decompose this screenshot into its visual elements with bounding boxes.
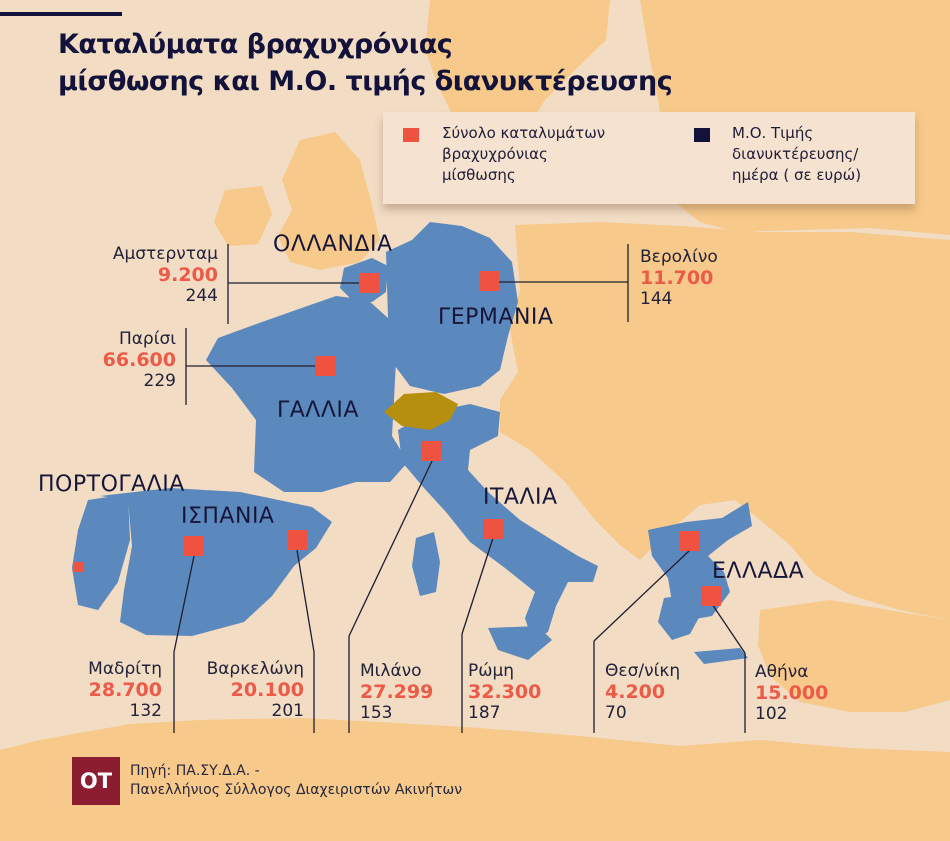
portugal-shape — [72, 494, 130, 610]
label-france: ΓΑΛΛΙΑ — [277, 398, 359, 423]
amsterdam-marker — [359, 273, 379, 293]
thessaloniki-price: 70 — [605, 703, 627, 723]
barcelona-stats: Βαρκελώνη 20.100 201 — [190, 659, 304, 721]
greece-shape — [648, 502, 752, 620]
legend-total-swatch — [403, 128, 419, 142]
rome-stats: Ρώμη 32.300 187 — [468, 661, 568, 723]
peloponnese-shape — [658, 594, 702, 640]
athens-leader — [711, 603, 746, 654]
thessaloniki-stats: Θεσ/νίκη 4.200 70 — [605, 661, 715, 723]
crete-shape — [694, 648, 748, 664]
legend-total-line-2: βραχυχρόνιας — [442, 145, 548, 163]
featured-countries — [72, 222, 752, 664]
title-accent-bar — [0, 12, 122, 16]
uk — [278, 132, 380, 270]
label-germany: ΓΕΡΜΑΝΙΑ — [438, 305, 554, 330]
milan-stats: Μιλάνο 27.299 153 — [360, 661, 460, 723]
rome-name: Ρώμη — [468, 661, 515, 681]
thessaloniki-total: 4.200 — [605, 681, 666, 703]
label-greece: ΕΛΛΑΔΑ — [712, 559, 805, 584]
berlin-stats: Βερολίνο 11.700 144 — [640, 247, 760, 309]
rome-price: 187 — [468, 703, 501, 723]
legend-price-line-1: Μ.Ο. Τιμής — [732, 124, 814, 142]
legend-price-line-2: διανυκτέρευσης/ — [732, 145, 859, 163]
label-netherlands: ΟΛΛΑΝΔΙΑ — [273, 232, 393, 257]
barcelona-price: 201 — [271, 701, 304, 721]
label-italy: ΙΤΑΛΙΑ — [483, 485, 558, 510]
barcelona-leader — [296, 549, 315, 653]
amsterdam-name: Αμστερνταμ — [112, 244, 218, 264]
berlin-name: Βερολίνο — [640, 247, 718, 267]
milan-total: 27.299 — [360, 681, 434, 703]
legend-total-label: Σύνολο καταλυμάτων βραχυχρόνιας μίσθωσης — [442, 123, 605, 186]
madrid-price: 132 — [129, 701, 162, 721]
madrid-leader — [173, 555, 195, 653]
amsterdam-price: 244 — [185, 286, 218, 306]
paris-name: Παρίσι — [118, 329, 176, 349]
label-portugal: ΠΟΡΤΟΓΑΛΙΑ — [38, 472, 185, 497]
north-africa — [0, 718, 950, 841]
athens-price: 102 — [755, 704, 788, 724]
ot-logo: ΟΤ — [72, 757, 120, 805]
milan-leader — [348, 460, 433, 637]
legend-total-line-3: μίσθωσης — [442, 166, 516, 184]
source-line-2: Πανελλήνιος Σύλλογος Διαχειριστών Ακινήτ… — [130, 782, 463, 798]
legend-price-label: Μ.Ο. Τιμής διανυκτέρευσης/ ημέρα ( σε ευ… — [732, 123, 861, 186]
spain-shape — [100, 488, 332, 636]
source-note: Πηγή: ΠΑ.ΣΥ.Δ.Α. - Πανελλήνιος Σύλλογος … — [130, 762, 462, 800]
madrid-total: 28.700 — [88, 679, 162, 701]
rome-total: 32.300 — [468, 681, 542, 703]
berlin-total: 11.700 — [640, 267, 714, 289]
milan-marker — [422, 441, 442, 461]
berlin-marker — [479, 271, 499, 291]
madrid-marker — [184, 536, 204, 556]
athens-total: 15.000 — [755, 682, 829, 704]
thessaloniki-name: Θεσ/νίκη — [605, 661, 681, 681]
page-title: Καταλύματα βραχυχρόνιας μίσθωσης και Μ.Ο… — [58, 26, 673, 100]
germany-shape — [386, 222, 518, 394]
portugal-marker-partial — [74, 562, 84, 572]
thessaloniki-leader — [593, 549, 691, 642]
sardinia-shape — [412, 532, 440, 596]
athens-marker — [701, 586, 721, 606]
title-line-1: Καταλύματα βραχυχρόνιας — [58, 29, 453, 60]
paris-total: 66.600 — [102, 349, 176, 371]
legend: Σύνολο καταλυμάτων βραχυχρόνιας μίσθωσης… — [383, 112, 915, 204]
barcelona-marker — [287, 530, 307, 550]
paris-price: 229 — [143, 371, 176, 391]
sicily-shape — [488, 626, 552, 660]
eastern-europe — [500, 222, 950, 620]
amsterdam-stats: Αμστερνταμ 9.200 244 — [90, 244, 218, 306]
milan-name: Μιλάνο — [360, 661, 422, 681]
barcelona-name: Βαρκελώνη — [206, 659, 304, 679]
switzerland-shape — [384, 392, 458, 430]
legend-price-swatch — [694, 128, 710, 142]
legend-price-line-3: ημέρα ( σε ευρώ) — [732, 166, 862, 184]
milan-price: 153 — [360, 703, 393, 723]
paris-stats: Παρίσι 66.600 229 — [70, 329, 176, 391]
rome-leader — [461, 537, 494, 635]
athens-name: Αθήνα — [755, 662, 809, 682]
title-line-2: μίσθωσης και Μ.Ο. τιμής διανυκτέρευσης — [58, 66, 673, 97]
athens-stats: Αθήνα 15.000 102 — [755, 662, 855, 724]
ireland — [214, 186, 272, 246]
amsterdam-total: 9.200 — [157, 264, 218, 286]
legend-total-line-1: Σύνολο καταλυμάτων — [442, 124, 606, 142]
rome-marker — [483, 519, 503, 539]
france-shape — [206, 296, 408, 492]
madrid-stats: Μαδρίτη 28.700 132 — [60, 659, 162, 721]
label-spain: ΙΣΠΑΝΙΑ — [181, 504, 275, 529]
madrid-name: Μαδρίτη — [88, 659, 162, 679]
thessaloniki-marker — [680, 531, 700, 551]
source-line-1: Πηγή: ΠΑ.ΣΥ.Δ.Α. - — [130, 763, 260, 779]
berlin-price: 144 — [640, 289, 673, 309]
turkey — [758, 600, 950, 712]
barcelona-total: 20.100 — [230, 679, 304, 701]
paris-marker — [315, 356, 335, 376]
